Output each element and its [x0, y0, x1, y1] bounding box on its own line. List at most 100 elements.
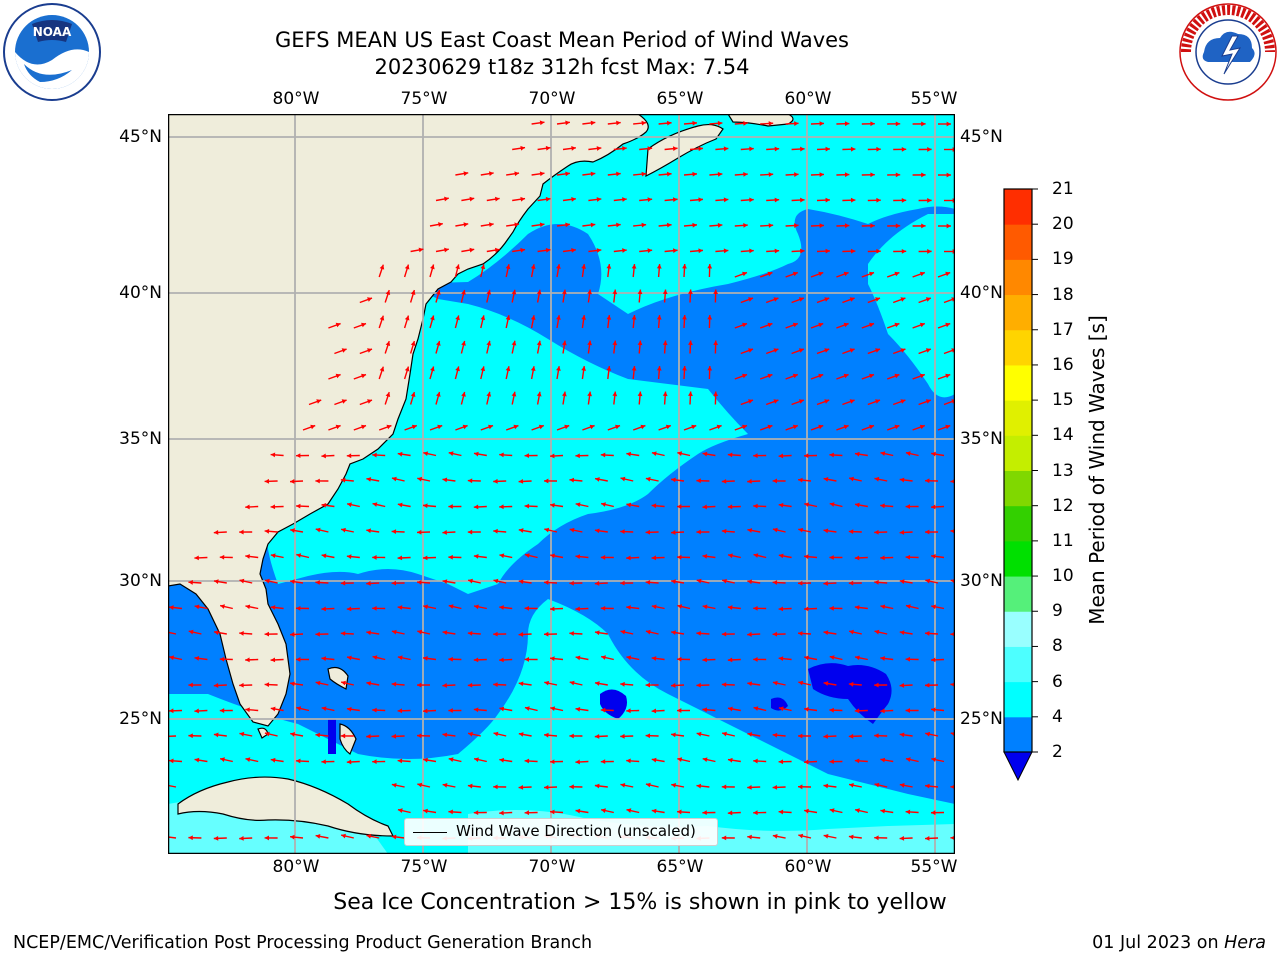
wave-direction-arrowhead — [656, 315, 662, 320]
wave-direction-arrowhead — [713, 391, 719, 396]
wave-direction-arrowhead — [397, 708, 403, 714]
wave-direction-arrowhead — [606, 366, 612, 371]
lat-tick-right-45n: 45°N — [960, 127, 1003, 147]
wave-direction-arrowhead — [430, 315, 435, 321]
nws-logo — [1179, 3, 1277, 101]
colorbar-segment — [1004, 364, 1032, 401]
wave-direction-arrowhead — [436, 391, 441, 397]
wave-direction-arrowhead — [616, 171, 621, 177]
lon-tick-bottom-80w: 80°W — [272, 857, 320, 877]
wave-direction-arrowhead — [442, 630, 448, 635]
map-legend: Wind Wave Direction (unscaled) — [404, 818, 718, 846]
wave-direction-arrowhead — [417, 629, 423, 635]
wave-direction-arrowhead — [829, 759, 834, 764]
wave-direction-arrowhead — [850, 197, 856, 203]
wave-direction-arrowhead — [696, 478, 701, 484]
colorbar-level-label: 6 — [1052, 671, 1063, 692]
wave-direction-arrowhead — [620, 782, 626, 788]
wave-direction-arrowhead — [499, 605, 504, 610]
wave-direction-arrowhead — [677, 809, 682, 815]
wave-direction-arrowhead — [493, 578, 499, 584]
wave-direction-arrowhead — [671, 579, 676, 584]
wave-direction-arrowhead — [467, 682, 473, 688]
lat-tick-left-35n: 35°N — [119, 429, 162, 449]
wave-direction-arrowhead — [417, 733, 422, 739]
wave-direction-arrowhead — [682, 315, 687, 320]
wave-direction-arrowhead — [245, 707, 250, 713]
wave-direction-arrowhead — [589, 424, 595, 430]
colorbar-segment — [1004, 716, 1032, 753]
wave-direction-arrowhead — [620, 629, 626, 635]
wave-direction-arrowhead — [397, 605, 403, 610]
wave-direction-arrowhead — [321, 453, 326, 459]
wave-direction-arrowhead — [372, 655, 378, 660]
wave-direction-arrowhead — [436, 289, 441, 295]
wave-direction-arrowhead — [925, 348, 931, 353]
wave-direction-arrowhead — [727, 757, 733, 763]
wave-direction-arrowhead — [778, 453, 784, 459]
wave-direction-arrowhead — [194, 708, 199, 714]
wave-direction-arrowhead — [442, 477, 448, 483]
wave-direction-arrowhead — [530, 264, 536, 269]
wave-direction-arrowhead — [671, 630, 676, 635]
wave-direction-arrowhead — [843, 271, 849, 277]
wave-direction-arrowhead — [772, 834, 778, 839]
wave-direction-arrowhead — [870, 223, 875, 229]
wave-direction-arrowhead — [473, 554, 479, 559]
colorbar-level-label: 15 — [1052, 390, 1074, 411]
wave-direction-arrowhead — [905, 656, 911, 662]
wave-direction-arrowhead — [448, 708, 453, 713]
wave-direction-arrowhead — [702, 657, 707, 663]
wave-direction-arrowhead — [462, 424, 468, 430]
wave-direction-arrowhead — [876, 197, 881, 203]
wave-direction-arrowhead — [717, 222, 723, 228]
wave-direction-arrowhead — [901, 248, 907, 254]
wave-direction-arrowhead — [518, 479, 524, 484]
wave-direction-arrowhead — [411, 424, 417, 430]
wave-direction-arrowhead — [423, 604, 429, 610]
wave-direction-arrowhead — [524, 503, 530, 509]
wave-direction-arrowhead — [844, 223, 850, 229]
wave-direction-arrowhead — [556, 366, 561, 371]
wave-direction-arrowhead — [768, 223, 774, 228]
wave-direction-arrowhead — [264, 835, 270, 841]
wave-direction-arrowhead — [423, 555, 428, 561]
wave-direction-arrowhead — [742, 322, 748, 328]
wave-direction-arrowhead — [571, 196, 576, 202]
wave-direction-arrowhead — [367, 399, 373, 404]
wave-direction-arrowhead — [290, 632, 295, 637]
wave-direction-arrowhead — [899, 732, 905, 738]
wave-direction-arrowhead — [296, 453, 301, 459]
wave-direction-arrowhead — [290, 681, 295, 687]
wave-direction-arrowhead — [899, 683, 905, 688]
wave-direction-arrowhead — [239, 731, 245, 737]
wave-direction-arrowhead — [575, 655, 581, 661]
wave-direction-arrowhead — [366, 528, 372, 534]
wave-direction-arrowhead — [474, 757, 479, 763]
wave-direction-arrowhead — [270, 452, 276, 458]
wave-direction-arrowhead — [565, 120, 570, 126]
wave-direction-arrowhead — [366, 477, 372, 482]
wave-direction-arrowhead — [905, 708, 910, 713]
wave-direction-arrowhead — [397, 655, 403, 661]
colorbar-level-label: 11 — [1052, 530, 1074, 551]
wave-direction-arrowhead — [698, 146, 703, 152]
wave-direction-arrowhead — [773, 297, 779, 302]
wave-direction-arrowhead — [290, 479, 295, 484]
wave-direction-arrowhead — [656, 264, 662, 269]
wave-direction-arrowhead — [575, 706, 581, 712]
wave-direction-arrowhead — [819, 121, 824, 127]
wave-direction-arrowhead — [880, 757, 886, 763]
wave-direction-arrowhead — [505, 315, 511, 321]
wave-direction-arrowhead — [315, 834, 321, 839]
wave-direction-arrowhead — [600, 707, 606, 713]
wave-direction-arrowhead — [874, 835, 879, 841]
wave-direction-arrowhead — [341, 399, 347, 404]
wave-direction-arrowhead — [931, 451, 936, 457]
wave-direction-arrowhead — [804, 502, 810, 508]
wave-direction-arrowhead — [823, 477, 829, 482]
wave-direction-arrowhead — [767, 373, 773, 379]
wave-direction-arrowhead — [372, 555, 377, 560]
wave-direction-arrowhead — [772, 680, 778, 686]
wave-direction-arrowhead — [631, 366, 637, 371]
